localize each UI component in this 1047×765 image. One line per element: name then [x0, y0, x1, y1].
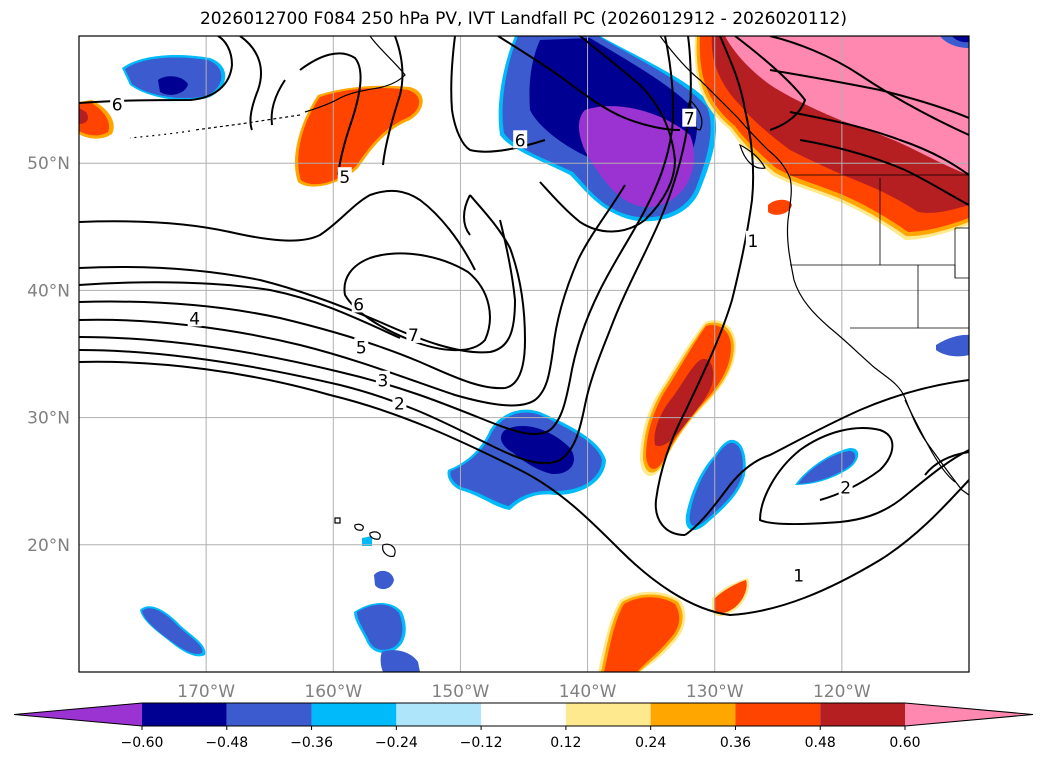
- contour-label-bg: [745, 230, 760, 249]
- colorbar-swatch: [396, 703, 482, 726]
- contour-label: 1: [793, 566, 804, 586]
- contour-label-bg: [337, 167, 352, 186]
- lon-tick-label: 170°W: [177, 682, 235, 702]
- contour-label-bg: [406, 324, 421, 343]
- lon-tick-label: 120°W: [813, 682, 871, 702]
- contour-label-bg: [791, 565, 806, 584]
- colorbar-tick-label: −0.48: [205, 735, 248, 751]
- colorbar-tick-label: 0.36: [720, 735, 751, 751]
- contour-label: 3: [377, 372, 388, 392]
- colorbar: −0.60 −0.48 −0.36 −0.24 −0.12 0.12 0.24 0.36 0.4…: [13, 702, 1034, 751]
- lon-tick-label: 130°W: [686, 682, 744, 702]
- lat-tick-label: 40°N: [27, 281, 70, 301]
- contour-label-bg: [513, 130, 528, 149]
- contour-label: 5: [356, 339, 367, 359]
- contour-label: 4: [189, 309, 200, 329]
- colorbar-swatch: [650, 703, 736, 726]
- contour-label: 7: [408, 326, 419, 346]
- contour-label-bg: [838, 477, 853, 496]
- map-frame: [78, 35, 970, 673]
- positive-anomaly-northeast: [694, 36, 969, 240]
- contour-label: 6: [112, 96, 123, 116]
- contour-label: 6: [353, 295, 364, 315]
- contour-label-bg: [187, 308, 202, 327]
- lon-tick-label: 160°W: [304, 682, 362, 702]
- colorbar-swatch: [735, 703, 821, 726]
- colorbar-swatch: [820, 703, 905, 726]
- colorbar-swatch: [226, 703, 312, 726]
- positive-anomaly-gulf-alaska: [294, 85, 423, 187]
- contour-label-bg: [392, 393, 407, 412]
- colorbar-swatch: [142, 703, 227, 726]
- colorbar-swatch: [565, 703, 651, 726]
- colorbar-tick-label: −0.36: [290, 735, 333, 751]
- political-borders: [790, 174, 969, 329]
- contour-label-bg: [375, 370, 390, 389]
- contour-label: 1: [747, 232, 758, 252]
- colorbar-tick-label: 0.60: [889, 735, 920, 751]
- negative-anomaly-north-central: [498, 36, 717, 222]
- contour-label: 2: [394, 395, 405, 415]
- colorbar-tick-label: −0.12: [460, 735, 503, 751]
- colorbar-tick-label: −0.60: [121, 735, 164, 751]
- colorbar-extend-max: [905, 703, 1033, 726]
- latitude-labels: 20°N 30°N 40°N 50°N: [27, 154, 70, 556]
- positive-anomaly-130w: [640, 320, 736, 477]
- lat-tick-label: 20°N: [27, 536, 70, 556]
- colorbar-tick-label: 0.12: [550, 735, 581, 751]
- negative-anomaly-southwest: [142, 608, 203, 654]
- negative-anomaly-122w: [798, 451, 856, 484]
- longitude-labels: 170°W 160°W 150°W 140°W 130°W 120°W: [177, 682, 871, 702]
- contour-label-bg: [351, 294, 366, 313]
- lon-tick-label: 150°W: [432, 682, 490, 702]
- colorbar-swatch: [481, 703, 566, 726]
- colorbar-tick-label: −0.24: [375, 735, 418, 751]
- lon-tick-label: 140°W: [559, 682, 617, 702]
- lat-tick-label: 30°N: [27, 409, 70, 429]
- map-title: 2026012700 F084 250 hPa PV, IVT Landfall…: [199, 9, 847, 29]
- contour-label: 6: [515, 131, 526, 151]
- colorbar-swatch: [311, 703, 397, 726]
- pv-contour-lines: [79, 36, 969, 617]
- contour-label-bg: [354, 337, 369, 356]
- positive-anomaly-west-edge: [79, 102, 110, 136]
- contour-label-bg: [682, 108, 697, 127]
- positive-anomaly-south: [598, 578, 750, 672]
- contour-label: 5: [339, 168, 350, 188]
- map-gridlines: [79, 36, 969, 672]
- negative-anomaly-hawaii: [357, 604, 403, 650]
- negative-anomaly-128w: [685, 439, 746, 531]
- colorbar-tick-label: 0.24: [635, 735, 666, 751]
- colorbar-tick-label: 0.48: [805, 735, 836, 751]
- colorbar-extend-min: [14, 703, 142, 726]
- contour-label: 7: [684, 110, 695, 130]
- shaded-anomaly-fields: [79, 36, 969, 672]
- negative-anomaly-nw: [122, 55, 226, 101]
- lat-tick-label: 50°N: [27, 154, 70, 174]
- coastlines: [129, 36, 969, 557]
- contour-label-bg: [110, 94, 125, 113]
- contour-label: 2: [840, 479, 851, 499]
